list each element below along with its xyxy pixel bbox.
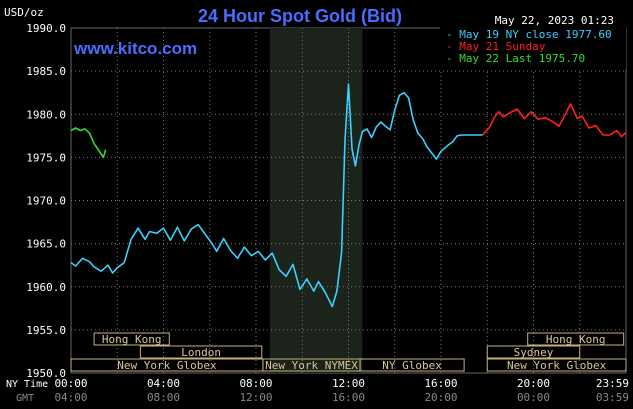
y-tick-label: 1960.0 [26, 281, 66, 294]
chart-datetime: May 22, 2023 01:23 [495, 14, 614, 27]
y-tick-label: 1955.0 [26, 324, 66, 337]
y-axis-unit-label: USD/oz [4, 6, 44, 19]
x-tick-label: 03:59 [596, 391, 629, 404]
x-tick-label: 08:00 [147, 391, 180, 404]
session-label: Sydney [514, 346, 554, 359]
y-tick-label: 1990.0 [26, 22, 66, 35]
x-tick-label: 12:00 [332, 377, 365, 390]
session-box [93, 332, 170, 346]
x-tick-label: 23:59 [596, 377, 629, 390]
x-tick-label: 16:00 [332, 391, 365, 404]
session-box [527, 332, 625, 346]
x-tick-label: 04:00 [147, 377, 180, 390]
series-line [70, 83, 483, 308]
session-box [359, 358, 465, 372]
x-tick-label: 16:00 [424, 377, 457, 390]
x-tick-label: 20:00 [424, 391, 457, 404]
session-label: New York NYMEX [265, 359, 358, 372]
y-tick-label: 1975.0 [26, 151, 66, 164]
y-tick-label: 1965.0 [26, 238, 66, 251]
series-line [70, 127, 107, 159]
legend: - May 19 NY close 1977.60 - May 21 Sunda… [440, 27, 626, 69]
x-axis-tick-labels: 00:00 04:00 08:00 12:00 16:00 20:00 23:5904:00… [54, 377, 629, 404]
session-label: Hong Kong [102, 333, 162, 346]
session-label: Hong Kong [546, 333, 606, 346]
session-box [486, 358, 627, 372]
y-axis-tick-labels: 1950.0 1955.0 1960.0 1965.0 1970.0 1975.0 1980… [26, 22, 66, 380]
session-box [486, 345, 581, 359]
session-box [139, 345, 263, 359]
legend-entry-ny-close: - May 19 NY close 1977.60 [446, 28, 612, 41]
y-tick-label: 1985.0 [26, 65, 66, 78]
legend-box [440, 27, 626, 69]
price-series [70, 83, 627, 308]
x-tick-label: 00:00 [54, 377, 87, 390]
chart-title: 24 Hour Spot Gold (Bid) [198, 6, 402, 26]
x-tick-label: 04:00 [54, 391, 87, 404]
x-tick-label: 00:00 [517, 391, 550, 404]
gridlines [71, 28, 626, 373]
session-label: New York Globex [507, 359, 607, 372]
y-tick-label: 1950.0 [26, 367, 66, 380]
gmt-row-label: GMT [16, 393, 34, 404]
session-label: NY Globex [382, 359, 442, 372]
x-tick-label: 20:00 [517, 377, 550, 390]
legend-entry-sunday: - May 21 Sunday [446, 40, 546, 53]
kitco-watermark: www.kitco.com [73, 39, 197, 58]
series-line [482, 103, 627, 138]
y-tick-label: 1980.0 [26, 108, 66, 121]
session-label: London [181, 346, 221, 359]
nymex-session-highlight [269, 28, 363, 373]
legend-entry-last: - May 22 Last 1975.70 [446, 52, 585, 65]
x-tick-label: 08:00 [239, 377, 272, 390]
ny-time-row-label: NY Time [6, 379, 48, 390]
session-label: New York Globex [117, 359, 217, 372]
x-tick-label: 12:00 [239, 391, 272, 404]
y-tick-label: 1970.0 [26, 195, 66, 208]
